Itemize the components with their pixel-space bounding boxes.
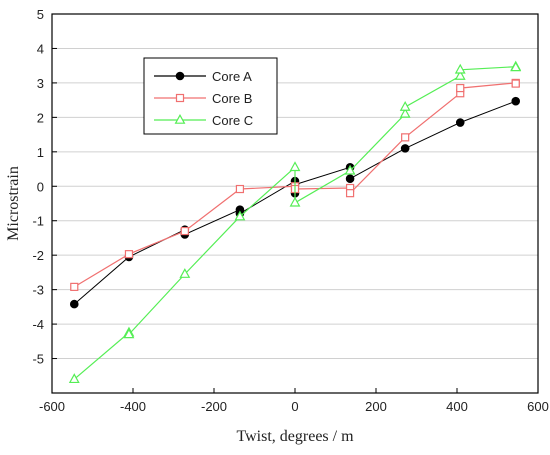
- x-tick-label: -200: [201, 399, 227, 414]
- data-point-core-c: [179, 268, 191, 278]
- x-tick-label: 200: [365, 399, 387, 414]
- legend-marker: [174, 113, 186, 124]
- data-point-core-a: [345, 174, 355, 183]
- data-point-core-c: [289, 196, 301, 207]
- legend-box: [143, 57, 278, 135]
- data-point-core-a: [69, 299, 79, 309]
- y-tick-label: -5: [32, 352, 44, 367]
- data-point-core-a: [455, 118, 465, 127]
- x-tick-label: 400: [446, 399, 468, 414]
- series-line-core-c: [73, 66, 517, 380]
- y-tick-label: -3: [32, 283, 44, 298]
- x-tick-label: -600: [39, 399, 65, 414]
- y-tick-label: 3: [37, 76, 44, 91]
- data-point-core-b: [235, 184, 245, 194]
- y-tick-label: 1: [37, 145, 44, 160]
- y-tick-label: -4: [32, 317, 44, 332]
- legend-label: Core A: [212, 69, 252, 84]
- data-point-core-c: [68, 373, 80, 384]
- legend-item-core-c: Core C: [154, 113, 253, 128]
- legend-item-core-a: Core A: [154, 69, 252, 84]
- y-tick-label: 5: [37, 7, 44, 22]
- legend: Core A Core B Core C: [143, 57, 278, 135]
- y-tick-label: 4: [37, 41, 44, 56]
- y-axis-title: Microstrain: [5, 166, 22, 241]
- x-axis-title: Twist, degrees / m: [236, 428, 354, 445]
- data-point-core-b: [124, 250, 134, 259]
- axis-ticks: -600 -400 -200 0 200 400 600 -5 -4 -3 -2 -1 0 1 2 3 4 5: [32, 7, 548, 414]
- data-point-core-a: [400, 144, 410, 153]
- data-point-core-b: [345, 189, 355, 198]
- data-point-core-c: [234, 210, 246, 221]
- data-point-core-c: [123, 328, 135, 339]
- data-point-core-b: [180, 226, 189, 236]
- legend-marker: [175, 93, 185, 103]
- data-point-core-c: [454, 63, 466, 74]
- data-point-core-c: [344, 164, 356, 175]
- series-core-c: [68, 60, 522, 384]
- y-tick-label: 0: [37, 179, 44, 194]
- data-point-core-c: [510, 61, 522, 72]
- data-point-core-a: [511, 96, 521, 106]
- legend-label: Core B: [212, 91, 252, 106]
- legend-item-core-b: Core B: [154, 91, 252, 106]
- legend-marker: [175, 71, 185, 81]
- data-point-core-c: [399, 100, 411, 111]
- x-tick-label: -400: [120, 399, 146, 414]
- data-point-core-b: [70, 282, 79, 291]
- data-point-core-c: [454, 69, 466, 80]
- y-tick-label: -1: [32, 214, 44, 229]
- legend-label: Core C: [212, 113, 253, 128]
- data-point-core-b: [401, 133, 410, 142]
- y-tick-label: -2: [32, 248, 44, 263]
- data-point-core-b: [456, 83, 465, 93]
- data-point-core-c: [289, 161, 301, 172]
- data-point-core-c: [399, 107, 411, 118]
- series-layer: [68, 60, 522, 384]
- x-tick-label: 0: [291, 399, 298, 414]
- data-point-core-b: [511, 79, 520, 88]
- y-tick-label: 2: [37, 110, 44, 125]
- x-tick-label: 600: [527, 399, 549, 414]
